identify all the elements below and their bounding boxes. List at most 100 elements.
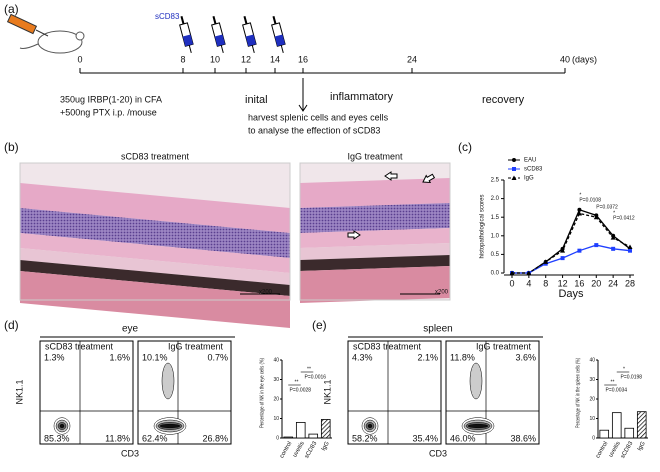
quadrant-value: 35.4%	[412, 433, 438, 443]
y-tick-label: 0.0	[491, 271, 500, 277]
legend-label: EAU	[524, 158, 536, 164]
timeline-tick-label: 8	[180, 54, 185, 64]
protocol-text: +500ng PTX i.p. /mouse	[60, 107, 157, 117]
bar	[320, 419, 331, 439]
syringe	[242, 15, 257, 54]
point	[628, 248, 632, 253]
y-axis-label: NK1.1	[322, 379, 332, 404]
bar	[295, 421, 306, 439]
phase-label: inflammatory	[330, 91, 393, 103]
point	[593, 214, 599, 220]
histology-image	[299, 162, 451, 303]
quadrant-value: 10.1%	[142, 352, 168, 362]
histology-frame	[19, 162, 291, 301]
panel-label: (d)	[4, 318, 19, 332]
point	[577, 248, 582, 253]
x-tick-label: sCD83	[304, 440, 319, 459]
quadrant-value: 0.7%	[207, 352, 228, 362]
histology-layer	[20, 233, 290, 273]
y-tick-label: 0	[276, 435, 279, 441]
y-axis-label: NK1.1	[14, 379, 24, 404]
legend-label: sCD83	[524, 167, 543, 173]
syringe-needle	[188, 45, 192, 54]
x-axis-label: CD3	[429, 448, 447, 458]
tissue-title: eye	[122, 324, 139, 335]
y-tick-label: 1.0	[491, 233, 500, 239]
annotation: **	[295, 379, 299, 385]
bar	[624, 427, 635, 439]
y-tick-label: 10	[273, 416, 279, 422]
y-tick-label: 2.0	[491, 196, 500, 202]
y-axis-label: Percentage of NK in the spleen cells (%)	[575, 358, 581, 428]
histology-frame	[299, 162, 451, 301]
magnification: x200	[259, 290, 273, 296]
x-tick-label: IgG	[321, 441, 331, 453]
x-axis-label: CD3	[121, 448, 139, 458]
syringe-plunger	[180, 15, 185, 25]
x-tick-label: 24	[608, 278, 618, 288]
syringe-needle	[251, 45, 255, 54]
harvest-arrow-head	[298, 104, 308, 112]
x-tick-label: control	[595, 441, 609, 460]
bar	[611, 412, 622, 439]
timeline-tick-label: 40	[560, 54, 570, 64]
quadrant-value: 85.3%	[44, 433, 70, 443]
point	[543, 259, 549, 264]
histology-layer	[300, 243, 450, 260]
point	[577, 207, 582, 212]
bar	[283, 436, 294, 439]
phase-label: inital	[245, 94, 268, 106]
line-series	[512, 212, 631, 274]
y-tick-label: 10	[589, 416, 595, 422]
histology-layer	[20, 183, 290, 233]
point	[576, 210, 582, 216]
syringe-fluid	[214, 34, 226, 47]
syringe	[271, 15, 286, 54]
annotation: P=0.0034	[606, 387, 628, 393]
point	[560, 248, 566, 253]
injection-label: sCD83	[155, 12, 180, 21]
image-title: IgG treatment	[347, 151, 403, 161]
annotation: P=0.0198	[621, 374, 643, 380]
image-title: sCD83 treatment	[121, 151, 190, 161]
annotation: P=0.0412	[613, 215, 635, 221]
syringe-needle	[220, 45, 224, 54]
x-tick-label: 20	[591, 278, 601, 288]
point	[509, 270, 515, 275]
y-tick-label: 20	[589, 396, 595, 402]
point	[627, 244, 633, 249]
annotation: P=0.0028	[290, 387, 312, 393]
y-tick-label: 40	[273, 357, 279, 363]
mouse-icon	[6, 13, 85, 54]
histology-layer	[20, 208, 290, 258]
contour	[161, 362, 175, 400]
timeline-tick-label: 12	[241, 54, 251, 64]
x-tick-label: sCD83	[620, 440, 635, 459]
timeline-tick-label: 14	[270, 54, 280, 64]
contour	[469, 362, 483, 400]
arrow-marker	[384, 171, 398, 181]
x-tick-label: 4	[526, 278, 531, 288]
point	[610, 235, 616, 240]
timeline-tick-label: 10	[210, 54, 220, 64]
syringe-plunger	[243, 15, 248, 25]
quadrant-value: 1.3%	[44, 352, 65, 362]
unit: (days)	[572, 54, 597, 64]
arrow-marker	[347, 230, 361, 240]
magnification: x200	[435, 290, 449, 296]
histology-layer	[20, 260, 290, 296]
phase-label: recovery	[482, 94, 525, 106]
y-tick-label: 40	[589, 357, 595, 363]
histology-layer	[300, 178, 450, 208]
legend-marker	[512, 167, 516, 171]
legend-label: IgG	[524, 176, 534, 182]
syringe-fluid	[182, 34, 194, 47]
point	[560, 256, 565, 261]
annotation: P=0.0108	[579, 197, 601, 203]
timeline-tick-label: 24	[407, 54, 417, 64]
bar	[636, 411, 647, 439]
point	[611, 246, 616, 251]
bar	[599, 429, 610, 439]
panel-label: (b)	[4, 140, 19, 154]
histology-layer	[300, 203, 450, 233]
